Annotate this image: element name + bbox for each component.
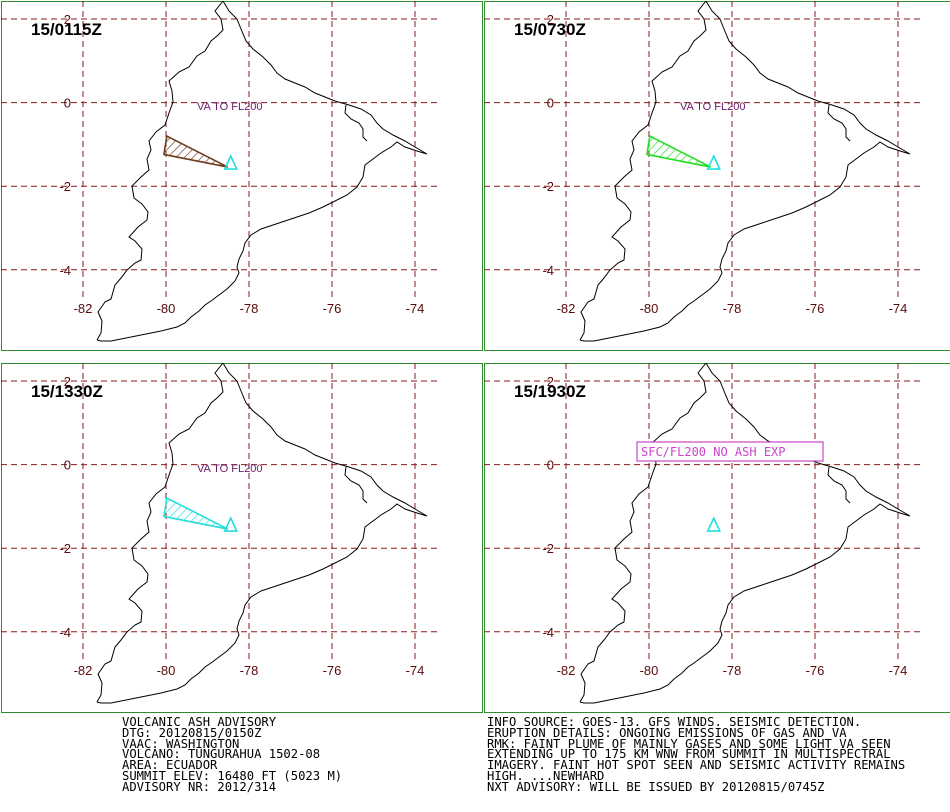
advisory-line: VAAC: WASHINGTON xyxy=(122,736,240,751)
advisory-line: VOLCANIC ASH ADVISORY xyxy=(122,715,277,729)
forecast-annotation: SFC/FL200 NO ASH EXP xyxy=(641,445,786,459)
lat-tick-label: -4 xyxy=(59,625,71,640)
time-label: 15/1930Z xyxy=(514,382,586,401)
lon-tick-label: -76 xyxy=(323,301,342,316)
map-svg: -82 -80 -78 -76 -74 2 0 -2 -4 15/0730Z VA TO FL200 xyxy=(484,1,950,351)
lon-tick-label: -76 xyxy=(806,301,825,316)
advisory-line: RMK: FAINT PLUME OF MAINLY GASES AND SOM… xyxy=(487,736,891,751)
lat-tick-label: 0 xyxy=(64,96,71,111)
lon-tick-label: -78 xyxy=(240,301,259,316)
advisory-line: NXT ADVISORY: WILL BE ISSUED BY 20120815… xyxy=(487,779,825,794)
advisory-line: AREA: ECUADOR xyxy=(122,758,218,773)
lat-tick-label: -2 xyxy=(542,541,554,556)
advisory-details-block: INFO SOURCE: GOES-13. GFS WINDS. SEISMIC… xyxy=(487,715,906,794)
panel-frame xyxy=(484,1,950,351)
panel-frame xyxy=(484,363,950,713)
lon-tick-label: -80 xyxy=(157,301,176,316)
volcano-icon xyxy=(706,154,721,170)
lat-tick-label: 2 xyxy=(64,374,71,389)
country-border xyxy=(96,363,428,704)
map-panel-2: -82 -80 -78 -76 -74 2 0 -2 -4 15/0730Z VA TO FL200 xyxy=(484,1,950,351)
lon-tick-label: -74 xyxy=(889,663,908,678)
coastline xyxy=(579,1,707,341)
lat-tick-label: 2 xyxy=(547,374,554,389)
advisory-line: SUMMIT ELEV: 16480 FT (5023 M) xyxy=(122,768,343,783)
lat-tick-label: -4 xyxy=(542,263,554,278)
lon-tick-label: -78 xyxy=(723,663,742,678)
lat-tick-label: 2 xyxy=(547,12,554,27)
panel-frame xyxy=(1,1,483,351)
ash-plume-area xyxy=(646,134,712,168)
volcano-icon xyxy=(706,516,721,532)
map-panel-3: -82 -80 -78 -76 -74 2 0 -2 -4 15/1330Z VA TO FL200 xyxy=(1,363,483,713)
lon-tick-label: -82 xyxy=(557,663,576,678)
lon-tick-label: -82 xyxy=(74,301,93,316)
lon-tick-label: -74 xyxy=(406,663,425,678)
map-svg: -82 -80 -78 -76 -74 2 0 -2 -4 15/1330Z VA TO FL200 xyxy=(1,363,483,713)
volcano-icon xyxy=(223,516,238,532)
map-svg: -82 -80 -78 -76 -74 2 0 -2 -4 15/0115Z VA TO FL200 xyxy=(1,1,483,351)
advisory-line: EXTENDING UP TO 175 KM WNW FROM SUMMIT I… xyxy=(487,747,891,762)
lon-tick-label: -76 xyxy=(323,663,342,678)
lon-tick-label: -80 xyxy=(640,301,659,316)
advisory-line: ADVISORY NR: 2012/314 xyxy=(122,779,277,794)
lon-tick-label: -76 xyxy=(806,663,825,678)
advisory-line: DTG: 20120815/0150Z xyxy=(122,725,262,740)
lat-tick-label: -2 xyxy=(59,541,71,556)
lat-tick-label: -2 xyxy=(542,179,554,194)
river-line xyxy=(827,104,851,142)
lat-tick-label: -2 xyxy=(59,179,71,194)
time-label: 15/0115Z xyxy=(31,20,102,39)
lat-tick-label: 0 xyxy=(64,458,71,473)
country-border xyxy=(96,1,428,342)
country-border xyxy=(579,1,911,342)
ash-plume-area xyxy=(163,134,229,168)
river-line xyxy=(344,104,368,142)
advisory-header-block: VOLCANIC ASH ADVISORY DTG: 20120815/0150Z… xyxy=(122,715,343,794)
lon-tick-label: -80 xyxy=(157,663,176,678)
river-line xyxy=(344,466,368,504)
map-panel-1: -82 -80 -78 -76 -74 2 0 -2 -4 15/0115Z VA TO FL200 xyxy=(1,1,483,351)
river-line xyxy=(827,466,851,504)
advisory-line: IMAGERY. FAINT HOT SPOT SEEN AND SEISMIC… xyxy=(487,758,906,773)
advisory-line: HIGH. ...NEWHARD xyxy=(487,768,605,783)
lon-tick-label: -82 xyxy=(557,301,576,316)
ash-plume-area xyxy=(163,496,229,530)
coastline xyxy=(579,363,707,703)
lon-tick-label: -80 xyxy=(640,663,659,678)
plume-annotation: VA TO FL200 xyxy=(197,463,262,475)
volcano-icon xyxy=(223,154,238,170)
coastline xyxy=(96,1,224,341)
lat-tick-label: 2 xyxy=(64,12,71,27)
map-svg: -82 -80 -78 -76 -74 2 0 -2 -4 15/1930Z SFC/FL200 N… xyxy=(484,363,950,713)
lat-tick-label: -4 xyxy=(542,625,554,640)
advisory-line: VOLCANO: TUNGURAHUA 1502-08 xyxy=(122,747,321,762)
time-label: 15/1330Z xyxy=(31,382,103,401)
lon-tick-label: -78 xyxy=(723,301,742,316)
advisory-line: INFO SOURCE: GOES-13. GFS WINDS. SEISMIC… xyxy=(487,715,862,729)
lat-tick-label: 0 xyxy=(547,96,554,111)
lon-tick-label: -82 xyxy=(74,663,93,678)
time-label: 15/0730Z xyxy=(514,20,586,39)
map-panel-4: -82 -80 -78 -76 -74 2 0 -2 -4 15/1930Z SFC/FL200 N… xyxy=(484,363,950,713)
coastline xyxy=(96,363,224,703)
forecast-box xyxy=(636,441,824,462)
panel-frame xyxy=(1,363,483,713)
lon-tick-label: -74 xyxy=(889,301,908,316)
advisory-line: ERUPTION DETAILS: ONGOING EMISSIONS OF G… xyxy=(487,725,847,740)
plume-annotation: VA TO FL200 xyxy=(680,101,745,113)
lat-tick-label: -4 xyxy=(59,263,71,278)
lat-tick-label: 0 xyxy=(547,458,554,473)
plume-annotation: VA TO FL200 xyxy=(197,101,262,113)
lon-tick-label: -78 xyxy=(240,663,259,678)
lon-tick-label: -74 xyxy=(406,301,425,316)
